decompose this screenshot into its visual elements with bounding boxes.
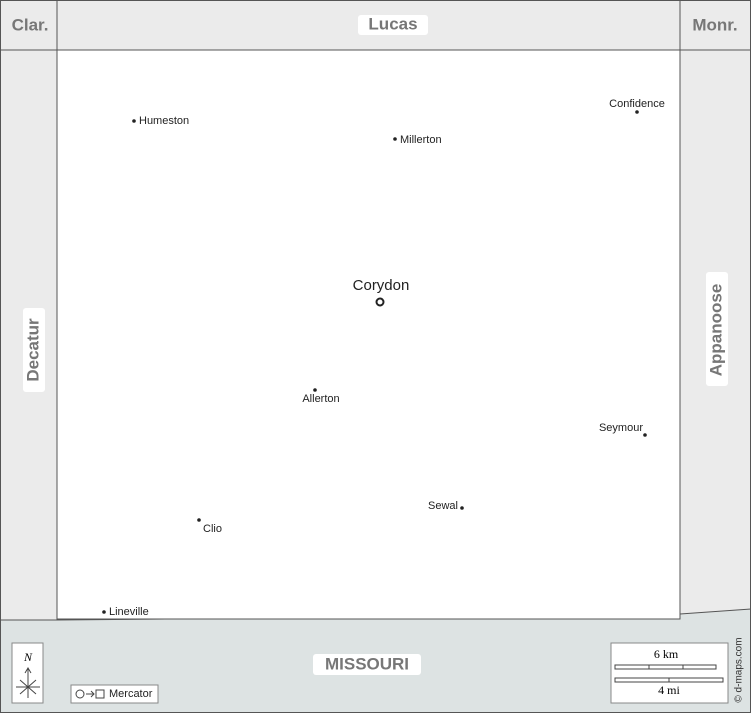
town-marker bbox=[132, 119, 136, 123]
scale-label: 6 km bbox=[654, 647, 679, 661]
neighbor-label: Lucas bbox=[368, 14, 417, 33]
town-marker bbox=[460, 506, 464, 510]
seat-marker bbox=[375, 297, 385, 307]
town-marker bbox=[393, 137, 397, 141]
compass-rose bbox=[16, 667, 40, 698]
town-label: Millerton bbox=[400, 134, 442, 146]
town-label: Confidence bbox=[609, 98, 665, 110]
town-label: Sewal bbox=[428, 500, 458, 512]
credit: © d-maps.com bbox=[734, 637, 745, 702]
town-label: Humeston bbox=[139, 115, 189, 127]
scale-tick bbox=[648, 665, 684, 669]
neighbor-label: Appanoose bbox=[706, 284, 725, 377]
neighbor-label: Monr. bbox=[692, 15, 737, 34]
county bbox=[56, 49, 681, 620]
projection-box bbox=[70, 684, 159, 704]
town-marker bbox=[635, 110, 639, 114]
projection-icon bbox=[86, 690, 95, 698]
neighbor-label: Clar. bbox=[12, 15, 49, 34]
compass-label: N bbox=[23, 650, 33, 664]
scale-box bbox=[610, 642, 729, 704]
label-box bbox=[358, 15, 428, 35]
town-label: Seymour bbox=[599, 422, 643, 434]
town-label: Clio bbox=[203, 523, 222, 535]
projection-label: Mercator bbox=[109, 688, 153, 700]
town-marker bbox=[197, 518, 201, 522]
projection-icon bbox=[95, 689, 105, 699]
label-box bbox=[23, 308, 45, 392]
town-marker bbox=[102, 610, 106, 614]
scale-label: 4 mi bbox=[658, 683, 680, 697]
neighbor-label: Decatur bbox=[23, 318, 42, 382]
scale-bar bbox=[614, 664, 717, 670]
projection-icon bbox=[75, 689, 85, 699]
town-label: Allerton bbox=[302, 393, 339, 405]
town-marker bbox=[643, 433, 647, 437]
label-box bbox=[313, 654, 421, 675]
town-marker bbox=[313, 388, 317, 392]
neighbor-label: MISSOURI bbox=[325, 654, 409, 673]
town-label: Lineville bbox=[109, 606, 149, 618]
label-box bbox=[706, 272, 728, 386]
seat-label: Corydon bbox=[353, 277, 410, 294]
towns: Humeston Millerton Confidence Allerton Seymo… bbox=[102, 98, 665, 618]
